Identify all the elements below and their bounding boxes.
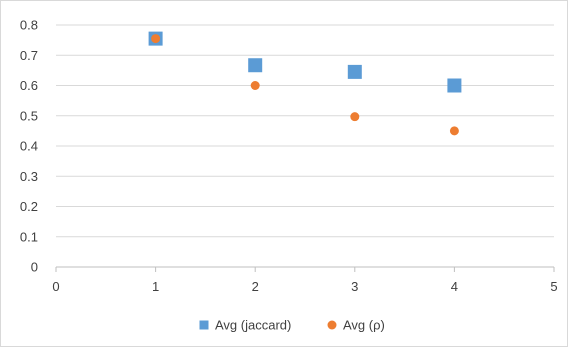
point-rho-3	[350, 112, 360, 122]
y-tick-label-0.4: 0.4	[20, 139, 38, 154]
y-tick-label-0.5: 0.5	[20, 108, 38, 123]
x-tick-label-3: 3	[351, 279, 358, 294]
point-rho-2	[250, 81, 260, 90]
x-tick-label-2: 2	[252, 279, 259, 294]
y-tick-label-0.8: 0.8	[20, 18, 38, 33]
point-jaccard-4	[447, 78, 462, 93]
legend-label-rho: Avg (ρ)	[343, 318, 385, 333]
legend-marker-jaccard	[199, 320, 209, 330]
point-rho-4	[449, 126, 459, 136]
y-tick-label-0.6: 0.6	[20, 78, 38, 93]
y-tick-label-0.2: 0.2	[20, 199, 38, 214]
x-tick-label-1: 1	[152, 279, 159, 294]
y-tick-label-0.1: 0.1	[20, 229, 38, 244]
x-tick-label-4: 4	[451, 279, 458, 294]
point-rho-1	[151, 34, 161, 44]
legend-label-jaccard: Avg (jaccard)	[215, 318, 291, 333]
y-tick-label-0.3: 0.3	[20, 169, 38, 184]
y-tick-label-0: 0	[31, 260, 38, 275]
x-tick-label-0: 0	[52, 279, 59, 294]
legend-marker-rho	[327, 320, 337, 330]
y-tick-label-0.7: 0.7	[20, 48, 38, 63]
x-tick-label-5: 5	[550, 279, 557, 294]
point-jaccard-3	[347, 64, 362, 79]
point-jaccard-2	[248, 58, 263, 73]
